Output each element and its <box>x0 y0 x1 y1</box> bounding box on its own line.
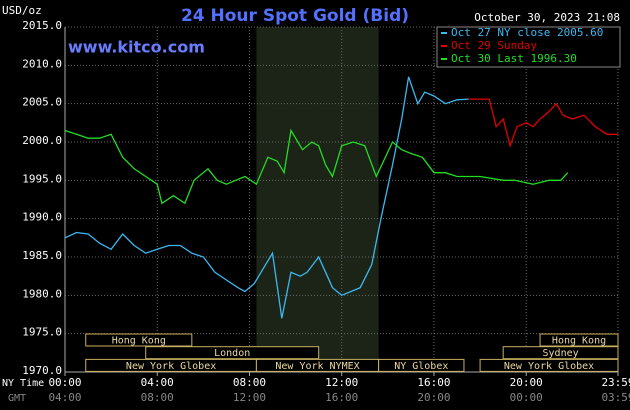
session-box <box>479 358 619 372</box>
highlight-band <box>256 27 379 372</box>
session-box <box>539 333 619 347</box>
x-tick-label: 12:00 <box>325 376 358 389</box>
session-label: New York NYMEX <box>275 361 359 372</box>
website: www.kitco.com <box>68 38 205 57</box>
x2-tick-label: 12:00 <box>233 391 266 404</box>
y-axis-label: USD/oz <box>2 4 42 17</box>
series-line <box>64 128 569 205</box>
legend-label: Oct 30 Last 1996.30 <box>451 52 577 65</box>
y-tick-label: 1985.0 <box>22 249 62 262</box>
y-tick-label: 1975.0 <box>22 326 62 339</box>
y-tick-label: 2000.0 <box>22 134 62 147</box>
legend <box>436 26 621 68</box>
x-tick-label: 23:59 <box>601 376 630 389</box>
session-label: Sydney <box>543 348 579 359</box>
y-tick-label: 2010.0 <box>22 57 62 70</box>
x2-tick-label: 16:00 <box>325 391 358 404</box>
legend-label: Oct 29 Sunday <box>451 39 537 52</box>
session-box <box>502 346 619 360</box>
series-line <box>64 76 469 319</box>
x-axis-label: NY Time <box>2 378 44 389</box>
session-box <box>378 358 465 372</box>
session-label: New York Globex <box>504 361 594 372</box>
y-tick-label: 1995.0 <box>22 172 62 185</box>
session-label: London <box>214 348 250 359</box>
series-line <box>468 98 618 149</box>
x-tick-label: 20:00 <box>510 376 543 389</box>
y-tick-label: 2015.0 <box>22 19 62 32</box>
y-tick-label: 1980.0 <box>22 287 62 300</box>
session-label: Hong Kong <box>112 336 166 347</box>
x2-axis-label: GMT <box>8 393 26 404</box>
session-box <box>145 346 320 360</box>
legend-label: Oct 27 NY close 2005.60 <box>451 26 603 39</box>
session-box <box>85 333 193 347</box>
chart-title: 24 Hour Spot Gold (Bid) <box>181 6 409 26</box>
x2-tick-label: 00:00 <box>510 391 543 404</box>
x-tick-label: 04:00 <box>141 376 174 389</box>
x-tick-label: 08:00 <box>233 376 266 389</box>
timestamp: October 30, 2023 21:08 <box>474 11 620 24</box>
x2-tick-label: 04:00 <box>48 391 81 404</box>
session-label: Hong Kong <box>552 336 606 347</box>
y-tick-label: 2005.0 <box>22 96 62 109</box>
y-tick-label: 1970.0 <box>22 364 62 377</box>
session-label: NY Globex <box>394 361 448 372</box>
x-tick-label: 00:00 <box>48 376 81 389</box>
session-label: New York Globex <box>126 361 216 372</box>
x2-tick-label: 03:59 <box>601 391 630 404</box>
x-tick-label: 16:00 <box>417 376 450 389</box>
y-tick-label: 1990.0 <box>22 211 62 224</box>
x2-tick-label: 20:00 <box>417 391 450 404</box>
x2-tick-label: 08:00 <box>141 391 174 404</box>
